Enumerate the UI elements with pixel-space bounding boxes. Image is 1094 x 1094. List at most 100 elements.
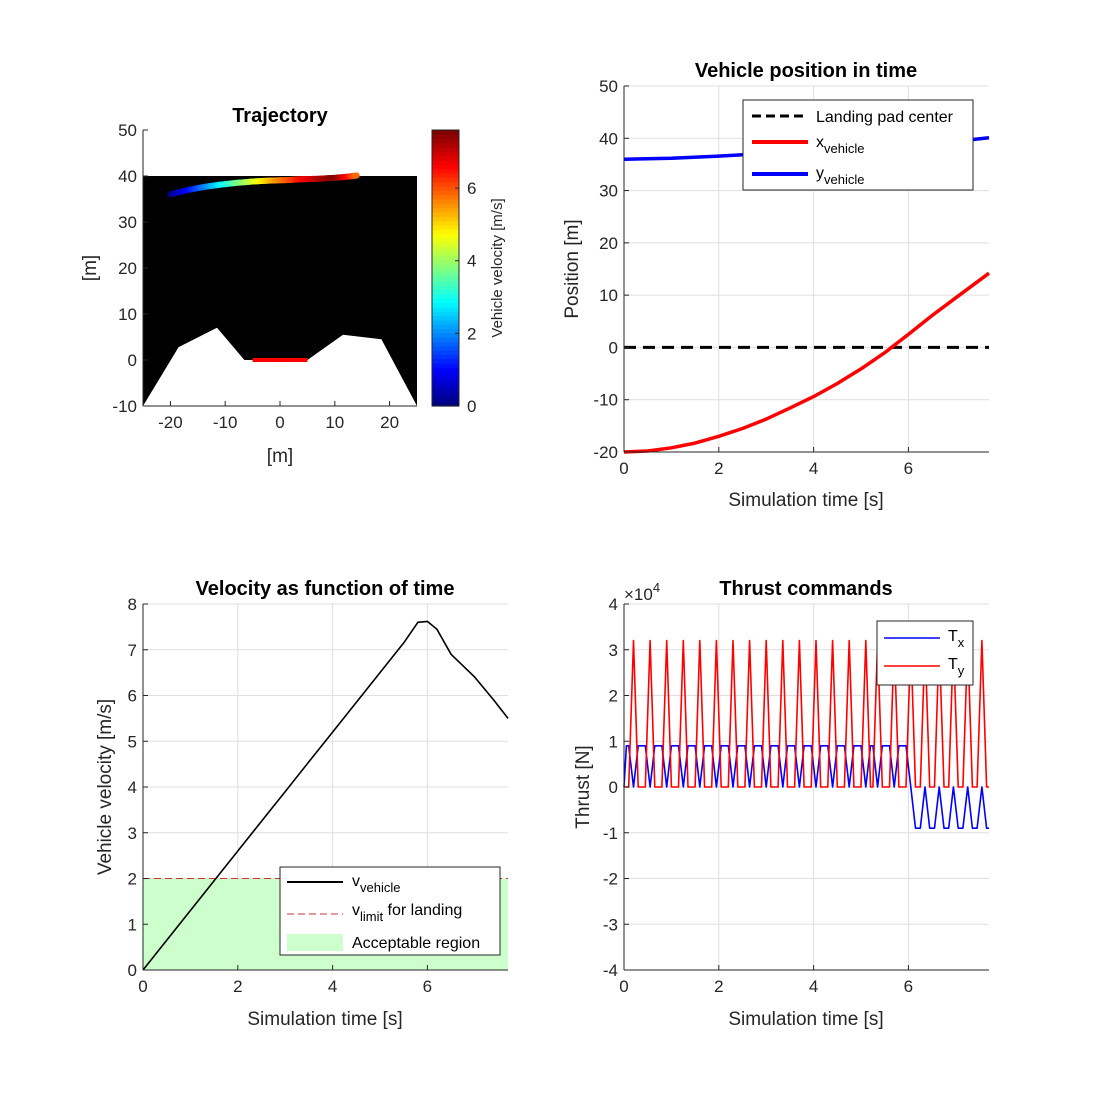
colorbar-cell <box>432 246 459 252</box>
colorbar-cell <box>432 388 459 394</box>
colorbar-cell <box>432 349 459 355</box>
colorbar-cell <box>432 138 459 144</box>
colorbar-frame <box>431 129 460 407</box>
position-plot-area: 0 2 4 6 -20 -10 0 10 20 30 40 50 <box>593 77 991 478</box>
trajectory-xtick-label: -20 <box>158 413 183 432</box>
position-xtick-label: 6 <box>904 459 913 478</box>
colorbar-cell <box>432 186 459 191</box>
legend-label-acceptable-region: Acceptable region <box>352 935 480 952</box>
legend-label-y-vehicle: yvehicle <box>816 165 864 187</box>
thrust-ytick-label: -2 <box>603 870 618 889</box>
position-xlabel: Simulation time [s] <box>728 490 883 511</box>
colorbar-cell <box>432 142 459 148</box>
thrust-ytick-label: -1 <box>603 824 618 843</box>
position-title: Vehicle position in time <box>695 60 917 82</box>
colorbar-cell <box>432 362 459 368</box>
colorbar-cell <box>432 263 459 269</box>
colorbar-cell <box>432 397 459 403</box>
colorbar-cell <box>432 130 459 135</box>
thrust-ylabel: Thrust [N] <box>573 745 594 828</box>
colorbar-cell <box>432 337 459 342</box>
colorbar-tick-label: 6 <box>467 179 476 198</box>
position-xtick-label: 4 <box>809 459 818 478</box>
velocity-ytick-label: 2 <box>128 870 137 889</box>
thrust-ytick-label: 3 <box>609 641 618 660</box>
velocity-ytick-label: 4 <box>128 778 137 797</box>
velocity-xtick-label: 2 <box>233 977 242 996</box>
velocity-panel: Velocity as function of time 0 2 4 6 0 1 2 3 4 5 6… <box>95 578 509 1030</box>
velocity-ylabel: Vehicle velocity [m/s] <box>95 699 116 875</box>
thrust-ytick-label: -3 <box>603 915 618 934</box>
colorbar-cell <box>432 237 459 243</box>
position-xtick-label: 2 <box>714 459 723 478</box>
trajectory-ylabel: [m] <box>80 255 101 281</box>
tx-sub: x <box>958 635 965 650</box>
ty-base: T <box>948 656 958 673</box>
colorbar-cell <box>432 328 459 334</box>
colorbar-cell <box>432 345 459 351</box>
colorbar-tick-label: 2 <box>467 324 476 343</box>
thrust-ytick-label: 2 <box>609 687 618 706</box>
colorbar-cell <box>432 203 459 209</box>
trajectory-plot-area <box>142 129 417 407</box>
colorbar-cell <box>432 272 459 278</box>
trajectory-ytick-label: 10 <box>118 305 137 324</box>
colorbar-cell <box>432 151 459 157</box>
colorbar-cell <box>432 306 459 312</box>
colorbar-tick-label: 0 <box>467 397 476 416</box>
thrust-legend: Tx Ty <box>876 620 974 686</box>
thrust-exponent-base: ×10 <box>624 585 653 604</box>
v-limit-suffix: for landing <box>383 902 462 919</box>
v-limit-base: v <box>352 902 360 919</box>
colorbar-cell <box>432 190 459 196</box>
colorbar-cell <box>432 332 459 338</box>
thrust-ytick-label: 0 <box>609 778 618 797</box>
colorbar-cell <box>432 302 459 308</box>
colorbar-cell <box>432 289 459 295</box>
colorbar-cell <box>432 250 459 256</box>
colorbar-cell <box>432 194 459 200</box>
colorbar-cell <box>432 207 459 213</box>
position-ylabel: Position [m] <box>562 219 583 318</box>
position-legend: Landing pad center xvehicle yvehicle <box>742 99 974 191</box>
colorbar-cell <box>432 259 459 265</box>
colorbar-cell <box>432 242 459 248</box>
position-xtick-label: 0 <box>619 459 628 478</box>
colorbar-cell <box>432 199 459 204</box>
velocity-ytick-label: 5 <box>128 732 137 751</box>
colorbar-label: Vehicle velocity [m/s] <box>489 198 506 337</box>
colorbar-cell <box>432 220 459 226</box>
colorbar-cell <box>432 324 459 329</box>
velocity-xtick-label: 4 <box>328 977 337 996</box>
x-vehicle-base: x <box>816 134 824 151</box>
thrust-ytick-label: -4 <box>603 961 618 980</box>
colorbar-cell <box>432 155 459 161</box>
velocity-title: Velocity as function of time <box>196 578 455 600</box>
v-limit-sub: limit <box>360 909 383 924</box>
y-vehicle-base: y <box>816 165 824 182</box>
x-vehicle-line <box>623 271 991 454</box>
colorbar-cell <box>432 268 459 273</box>
trajectory-ytick-label: -10 <box>112 397 137 416</box>
v-vehicle-line <box>142 620 509 971</box>
velocity-ytick-label: 8 <box>128 595 137 614</box>
terrain <box>143 327 417 406</box>
thrust-xtick-label: 2 <box>714 977 723 996</box>
thrust-xtick-label: 4 <box>809 977 818 996</box>
velocity-ytick-label: 3 <box>128 824 137 843</box>
colorbar-cell <box>432 147 459 153</box>
trajectory-xtick-label: 20 <box>380 413 399 432</box>
colorbar-cell <box>432 285 459 291</box>
thrust-ytick-label: 4 <box>609 595 618 614</box>
trajectory-title: Trajectory <box>232 105 328 127</box>
colorbar-cell <box>432 224 459 230</box>
trajectory-xtick-label: 10 <box>325 413 344 432</box>
tx-line <box>623 744 989 830</box>
colorbar-cell <box>432 401 459 407</box>
trajectory-ytick-label: 50 <box>118 121 137 140</box>
ty-sub: y <box>958 663 965 678</box>
legend-label-v-vehicle: vvehicle <box>352 873 400 895</box>
thrust-xtick-label: 0 <box>619 977 628 996</box>
position-ytick-label: -10 <box>593 391 618 410</box>
